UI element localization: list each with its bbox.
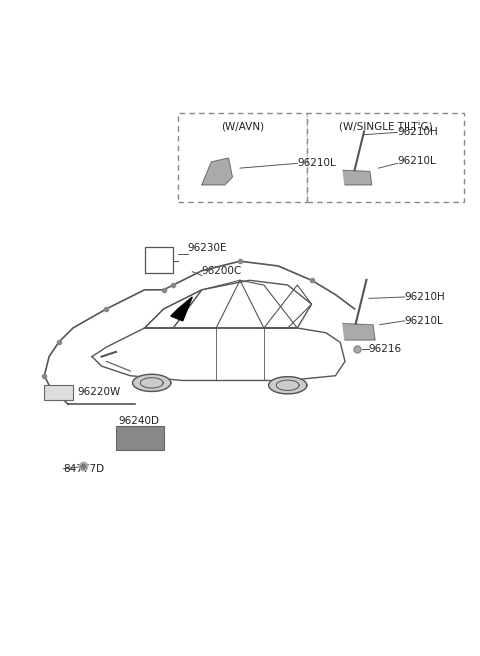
FancyBboxPatch shape xyxy=(178,113,307,201)
Text: (W/SINGLE TILT'G): (W/SINGLE TILT'G) xyxy=(339,122,432,132)
Polygon shape xyxy=(92,328,345,380)
Text: 96220W: 96220W xyxy=(78,388,121,398)
Text: 96210H: 96210H xyxy=(405,292,445,302)
Polygon shape xyxy=(343,323,375,340)
Bar xyxy=(144,247,173,273)
Polygon shape xyxy=(132,375,171,392)
Bar xyxy=(44,385,73,400)
Text: 96210H: 96210H xyxy=(397,127,438,137)
Bar xyxy=(116,426,164,450)
FancyBboxPatch shape xyxy=(307,113,464,201)
Polygon shape xyxy=(269,377,307,394)
Polygon shape xyxy=(343,171,372,185)
Text: 96230E: 96230E xyxy=(188,243,227,253)
Text: 96240D: 96240D xyxy=(118,416,159,426)
Polygon shape xyxy=(171,297,192,321)
Text: 96210L: 96210L xyxy=(297,158,336,169)
Text: 96210L: 96210L xyxy=(405,316,444,326)
Text: (W/AVN): (W/AVN) xyxy=(221,122,264,132)
Text: 96216: 96216 xyxy=(369,344,402,354)
Polygon shape xyxy=(144,280,312,328)
Text: 84777D: 84777D xyxy=(63,464,105,474)
Polygon shape xyxy=(202,158,232,185)
Text: 96200C: 96200C xyxy=(202,266,242,276)
Text: 96210L: 96210L xyxy=(397,156,436,166)
